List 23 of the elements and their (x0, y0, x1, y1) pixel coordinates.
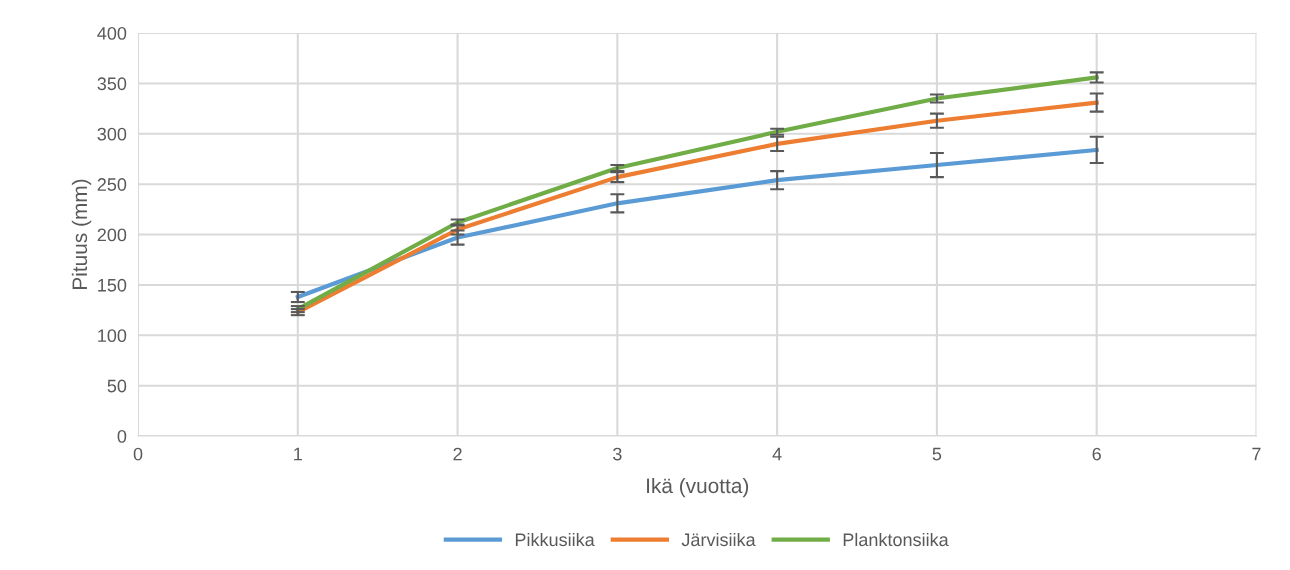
legend-label: Pikkusiika (515, 532, 595, 547)
legend-label: Planktonsiika (843, 532, 949, 547)
x-tick-label: 3 (613, 447, 622, 461)
x-tick-label: 7 (1252, 447, 1261, 461)
legend-label: Järvisiika (681, 532, 756, 547)
line-series (295, 147, 1099, 300)
x-tick-label: 4 (772, 447, 782, 461)
x-tick-label: 6 (1092, 447, 1101, 461)
y-tick-label: 0 (117, 429, 127, 443)
y-tick-label: 150 (98, 278, 127, 292)
y-tick-label: 350 (97, 77, 127, 91)
x-axis-title: Ikä (vuotta) (647, 477, 749, 498)
x-tick-label: 5 (932, 447, 942, 461)
x-tick-label: 0 (133, 447, 143, 461)
x-tick-label: 2 (453, 447, 462, 461)
y-tick-label: 50 (107, 379, 127, 393)
y-tick-label: 250 (97, 178, 127, 191)
y-tick-label: 100 (98, 329, 127, 343)
x-tick-label: 1 (294, 447, 302, 461)
y-axis-title: Pituus (mm) (71, 179, 92, 289)
y-tick-label: 200 (97, 228, 127, 242)
y-tick-label: 300 (97, 127, 127, 141)
y-tick-label: 400 (97, 26, 127, 40)
